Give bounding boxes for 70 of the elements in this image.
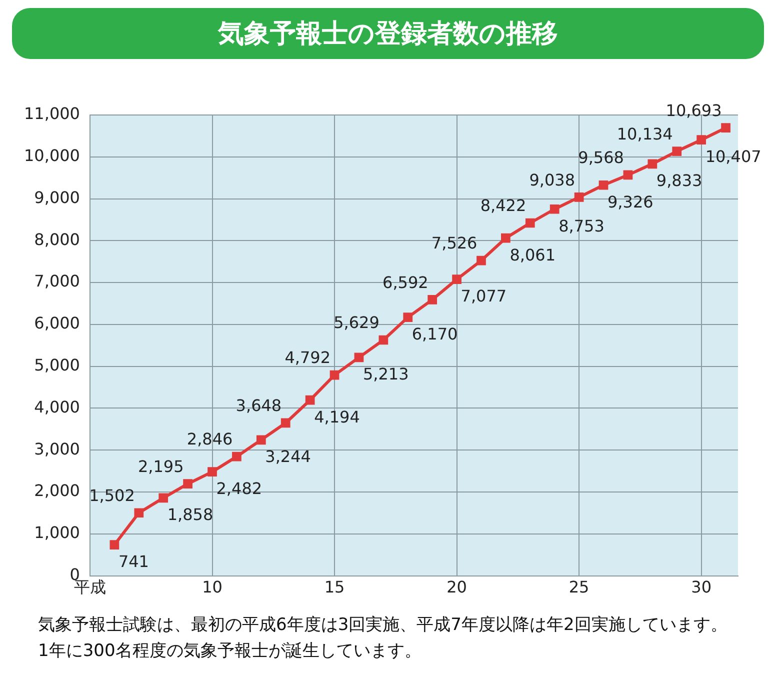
point [672, 146, 682, 156]
point [721, 123, 730, 133]
point [305, 395, 315, 405]
y-tick-label: 1,000 [34, 523, 80, 542]
point [110, 540, 120, 550]
data-label: 6,592 [382, 272, 428, 292]
data-label: 6,170 [412, 324, 458, 344]
data-label: 1,502 [89, 486, 135, 506]
data-label: 10,693 [666, 101, 722, 120]
data-label: 9,038 [529, 170, 576, 190]
point [428, 294, 438, 304]
point [134, 508, 144, 518]
point [501, 233, 510, 243]
text: 気象予報士試験は、最初の平成6年度は3回実施、平成7年度以降は年2回実施しています。1年に300名程度の気象予報士が誕生しています。 [38, 614, 728, 662]
data-label: 3,648 [236, 396, 282, 416]
point [232, 452, 242, 462]
x-tick-label: 20 [446, 578, 467, 597]
point [158, 493, 168, 503]
data-label: 9,326 [608, 192, 654, 212]
point [525, 218, 535, 228]
data-label: 4,792 [284, 348, 331, 368]
y-tick-label: 3,000 [34, 439, 80, 458]
point [256, 435, 266, 445]
data-label: 1,858 [167, 505, 214, 524]
data-label: 9,833 [656, 171, 702, 190]
y-tick-label: 6,000 [34, 314, 80, 333]
data-label: 2,195 [138, 457, 184, 476]
x-tick-label: 15 [324, 578, 345, 597]
data-label: 2,846 [186, 430, 233, 449]
data-label: 4,194 [314, 407, 360, 426]
y-tick-label: 4,000 [34, 397, 80, 416]
point [623, 170, 633, 180]
data-label: 5,629 [334, 313, 380, 332]
point [354, 352, 364, 362]
point [330, 370, 340, 380]
point [476, 256, 486, 266]
y-tick-label: 2,000 [34, 481, 80, 500]
y-tick-label: 5,000 [34, 356, 80, 374]
y-tick-label: 8,000 [34, 230, 80, 249]
point [648, 159, 658, 169]
y-tick-label: 10,000 [24, 146, 80, 166]
data-label: 741 [118, 552, 149, 571]
point [696, 135, 706, 145]
point [598, 180, 608, 190]
data-label: 8,061 [510, 245, 556, 264]
y-tick-label: 9,000 [34, 188, 80, 207]
y-tick-label: 11,000 [24, 104, 80, 124]
point [378, 335, 388, 345]
point [574, 192, 584, 202]
data-label: 10,134 [616, 124, 673, 144]
y-tick-label: 7,000 [34, 272, 80, 291]
x-tick-label: 25 [568, 578, 590, 597]
point [452, 274, 462, 284]
x-tick-label: 30 [691, 578, 712, 597]
data-label: 5,213 [362, 364, 409, 384]
point [183, 479, 192, 489]
x-tick-label: 10 [202, 578, 222, 597]
data-label: 7,526 [431, 234, 478, 253]
data-label: 8,753 [558, 216, 604, 236]
data-label: 2,482 [216, 478, 262, 498]
point [550, 204, 560, 214]
data-label: 7,077 [460, 286, 507, 306]
chart-title: 気象予報士の登録者数の推移 [12, 8, 764, 59]
data-label: 8,422 [480, 196, 526, 216]
data-label: 10,407 [705, 147, 762, 166]
point [403, 312, 413, 322]
point [280, 418, 290, 428]
point [208, 467, 217, 477]
data-label: 3,244 [265, 447, 311, 466]
data-label: 9,568 [578, 148, 624, 168]
